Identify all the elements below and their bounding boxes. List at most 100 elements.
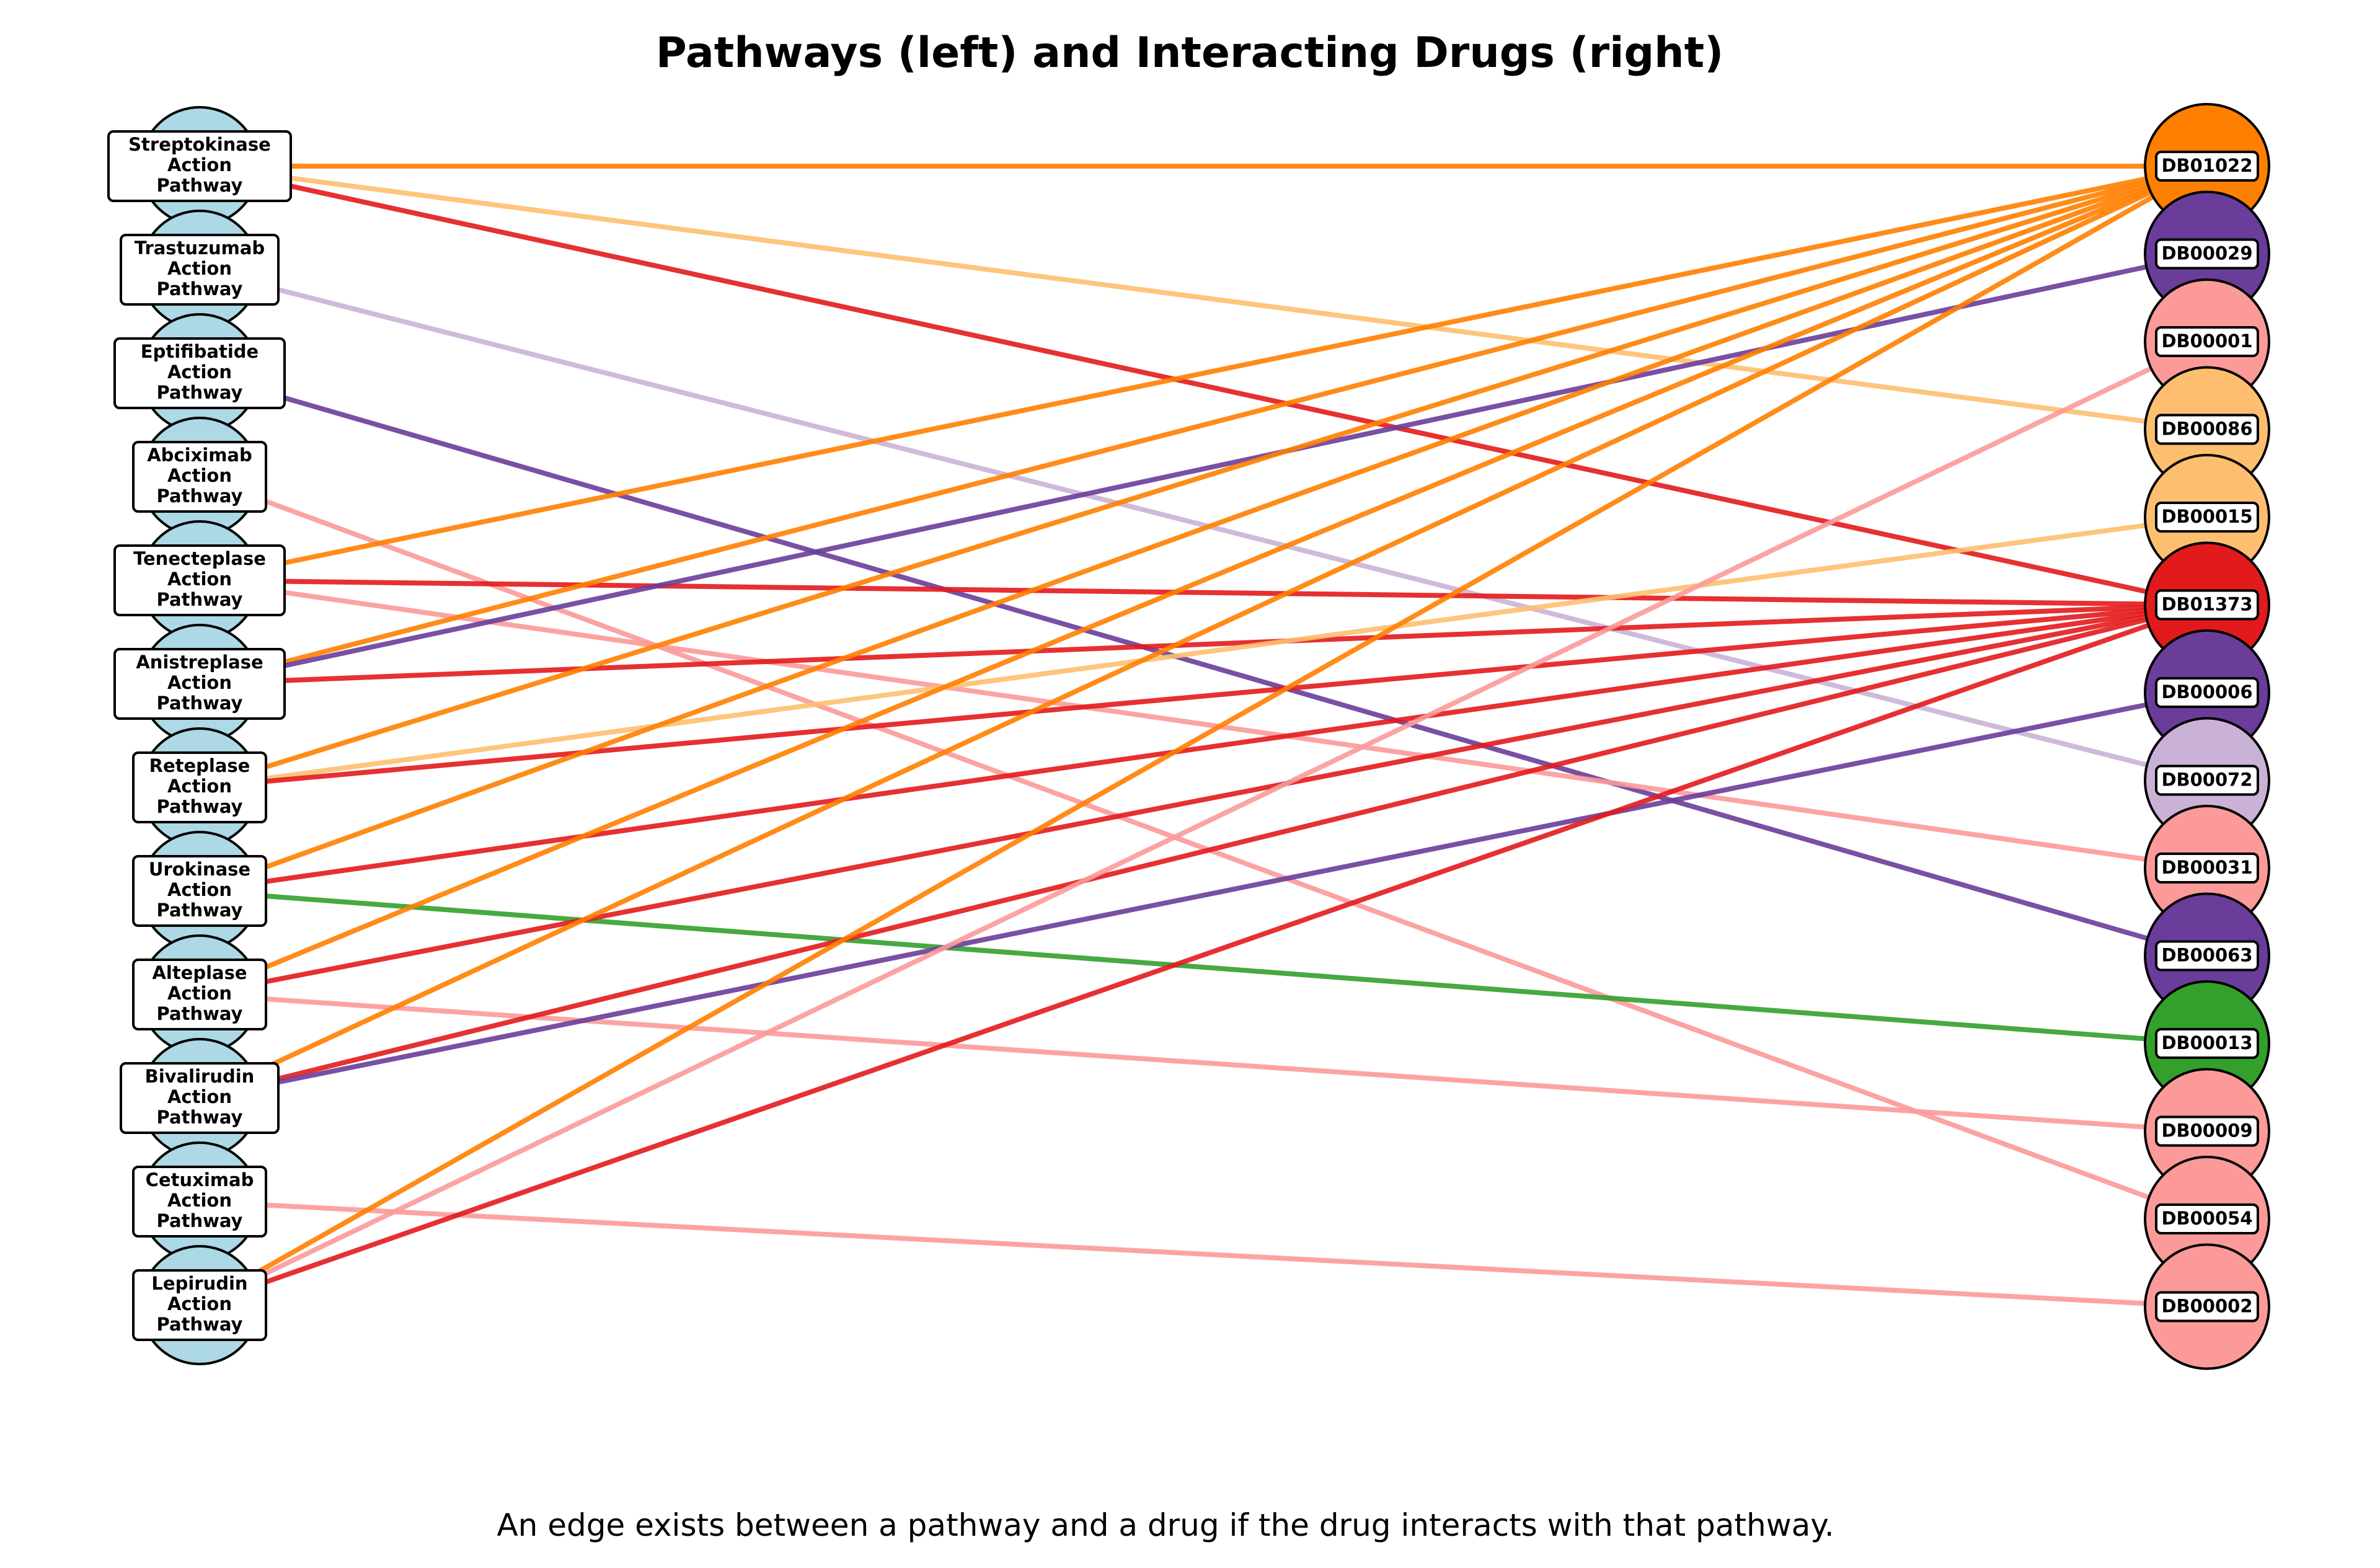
drug-label-db00072: DB00072 xyxy=(2155,764,2259,796)
pathway-label-box xyxy=(132,1269,267,1341)
drug-label-box xyxy=(2155,151,2259,182)
edge-abciximab-db00054 xyxy=(198,474,2208,1221)
pathway-label-text: Cetuximab Action Pathway xyxy=(146,1169,254,1231)
pathway-label-bivalirudin: Bivalirudin Action Pathway xyxy=(120,1062,280,1134)
edge-tenecteplase-db00031 xyxy=(199,578,2208,870)
drug-label-text: DB00086 xyxy=(2161,419,2252,440)
pathway-label-box xyxy=(132,751,267,823)
edge-bivalirudin-db01373 xyxy=(199,602,2208,1101)
drug-label-text: DB01022 xyxy=(2161,155,2252,176)
pathway-label-eptifibatide: Eptifibatide Action Pathway xyxy=(113,337,286,409)
edge-tenecteplase-db01373 xyxy=(199,578,2208,608)
drug-label-box xyxy=(2155,502,2259,533)
pathway-label-line: Action xyxy=(167,983,232,1004)
pathway-label-line: Streptokinase xyxy=(128,134,271,155)
drug-label-box xyxy=(2155,1291,2259,1322)
drug-label-db00009: DB00009 xyxy=(2155,1115,2259,1147)
pathway-label-line: Trastuzumab xyxy=(135,237,265,259)
pathway-label-text: Reteplase Action Pathway xyxy=(149,755,250,817)
pathway-label-text: Anistreplase Action Pathway xyxy=(136,652,263,714)
drug-label-box xyxy=(2155,238,2259,270)
pathway-label-line: Pathway xyxy=(157,1210,243,1231)
drug-label-text: DB00013 xyxy=(2161,1032,2252,1053)
drug-label-text: DB00031 xyxy=(2161,857,2252,878)
pathway-label-alteplase: Alteplase Action Pathway xyxy=(132,959,267,1030)
pathway-label-line: Reteplase xyxy=(149,755,250,776)
pathway-label-reteplase: Reteplase Action Pathway xyxy=(132,751,267,823)
pathway-label-box xyxy=(113,648,286,720)
drug-label-text: DB00009 xyxy=(2161,1120,2252,1141)
pathway-label-line: Tenecteplase xyxy=(133,548,266,569)
drug-nodes-layer: DB01022 DB00029 DB00001 DB00086 DB00015 DB013… xyxy=(2144,103,2270,1370)
edge-anistreplase-db01373 xyxy=(199,602,2208,686)
pathway-label-urokinase: Urokinase Action Pathway xyxy=(132,855,267,927)
drug-label-db00086: DB00086 xyxy=(2155,414,2259,445)
pathway-label-line: Cetuximab xyxy=(146,1169,254,1190)
pathway-label-tenecteplase: Tenecteplase Action Pathway xyxy=(113,544,286,616)
edge-trastuzumab-db00072 xyxy=(199,267,2208,783)
drug-label-text: DB00063 xyxy=(2161,945,2252,966)
drug-label-box xyxy=(2155,940,2259,972)
drug-label-text: DB01373 xyxy=(2161,594,2252,615)
drug-label-db01373: DB01373 xyxy=(2155,589,2259,621)
drug-label-text: DB00072 xyxy=(2161,769,2252,791)
pathway-label-line: Pathway xyxy=(157,589,243,610)
drug-label-box xyxy=(2155,1115,2259,1147)
pathway-label-text: Lepirudin Action Pathway xyxy=(151,1273,247,1335)
pathway-label-line: Abciximab xyxy=(147,445,252,466)
edge-streptokinase-db01373 xyxy=(199,164,2208,608)
drug-label-db00001: DB00001 xyxy=(2155,326,2259,357)
drug-label-text: DB00001 xyxy=(2161,330,2252,352)
drug-label-box xyxy=(2155,589,2259,621)
pathway-label-line: Pathway xyxy=(157,1314,243,1335)
pathway-label-line: Action xyxy=(167,1086,232,1107)
pathway-label-line: Anistreplase xyxy=(136,652,263,673)
pathway-label-line: Pathway xyxy=(157,693,243,714)
pathway-label-trastuzumab: Trastuzumab Action Pathway xyxy=(120,234,280,306)
pathway-label-line: Alteplase xyxy=(152,962,247,983)
diagram-caption: An edge exists between a pathway and a d… xyxy=(497,1507,1834,1543)
pathway-label-line: Pathway xyxy=(157,900,243,921)
pathway-label-line: Pathway xyxy=(157,796,243,817)
edge-reteplase-db00015 xyxy=(199,515,2208,790)
edge-alteplase-db00009 xyxy=(199,992,2208,1134)
pathway-label-line: Action xyxy=(167,569,232,590)
pathway-label-line: Action xyxy=(167,361,232,383)
drug-label-db00063: DB00063 xyxy=(2155,940,2259,972)
edge-lepirudin-db01022 xyxy=(198,164,2208,1308)
drug-label-db00013: DB00013 xyxy=(2155,1028,2259,1059)
drug-label-box xyxy=(2155,414,2259,445)
pathway-label-text: Bivalirudin Action Pathway xyxy=(145,1066,255,1128)
pathway-label-abciximab: Abciximab Action Pathway xyxy=(132,441,267,513)
drug-label-box xyxy=(2155,326,2259,357)
drug-label-text: DB00054 xyxy=(2161,1208,2252,1229)
edge-tenecteplase-db01022 xyxy=(199,164,2208,583)
pathway-label-text: Urokinase Action Pathway xyxy=(149,859,250,921)
pathway-label-box xyxy=(132,959,267,1030)
edge-urokinase-db01022 xyxy=(198,164,2208,893)
drug-label-box xyxy=(2155,677,2259,708)
edge-lepirudin-db01373 xyxy=(198,602,2208,1308)
pathway-label-line: Pathway xyxy=(157,278,243,299)
edge-streptokinase-db00086 xyxy=(199,164,2208,432)
edge-anistreplase-db01022 xyxy=(199,164,2208,686)
pathway-label-box xyxy=(120,1062,280,1134)
drug-label-db01022: DB01022 xyxy=(2155,151,2259,182)
pathway-label-line: Action xyxy=(167,879,232,900)
pathway-label-box xyxy=(120,234,280,306)
edge-urokinase-db01373 xyxy=(199,602,2208,893)
pathway-label-line: Action xyxy=(167,1190,232,1211)
pathway-label-line: Action xyxy=(167,776,232,797)
pathway-label-line: Action xyxy=(167,465,232,486)
pathway-label-box xyxy=(113,337,286,409)
edge-alteplase-db01022 xyxy=(198,164,2208,997)
pathway-label-text: Streptokinase Action Pathway xyxy=(128,134,271,196)
drug-label-text: DB00006 xyxy=(2161,681,2252,702)
pathway-label-line: Eptifibatide xyxy=(141,341,259,362)
edges-layer xyxy=(198,164,2208,1309)
edge-reteplase-db01022 xyxy=(198,164,2208,790)
drug-label-db00015: DB00015 xyxy=(2155,502,2259,533)
pathway-label-line: Action xyxy=(167,672,232,693)
edge-urokinase-db00013 xyxy=(199,888,2208,1046)
